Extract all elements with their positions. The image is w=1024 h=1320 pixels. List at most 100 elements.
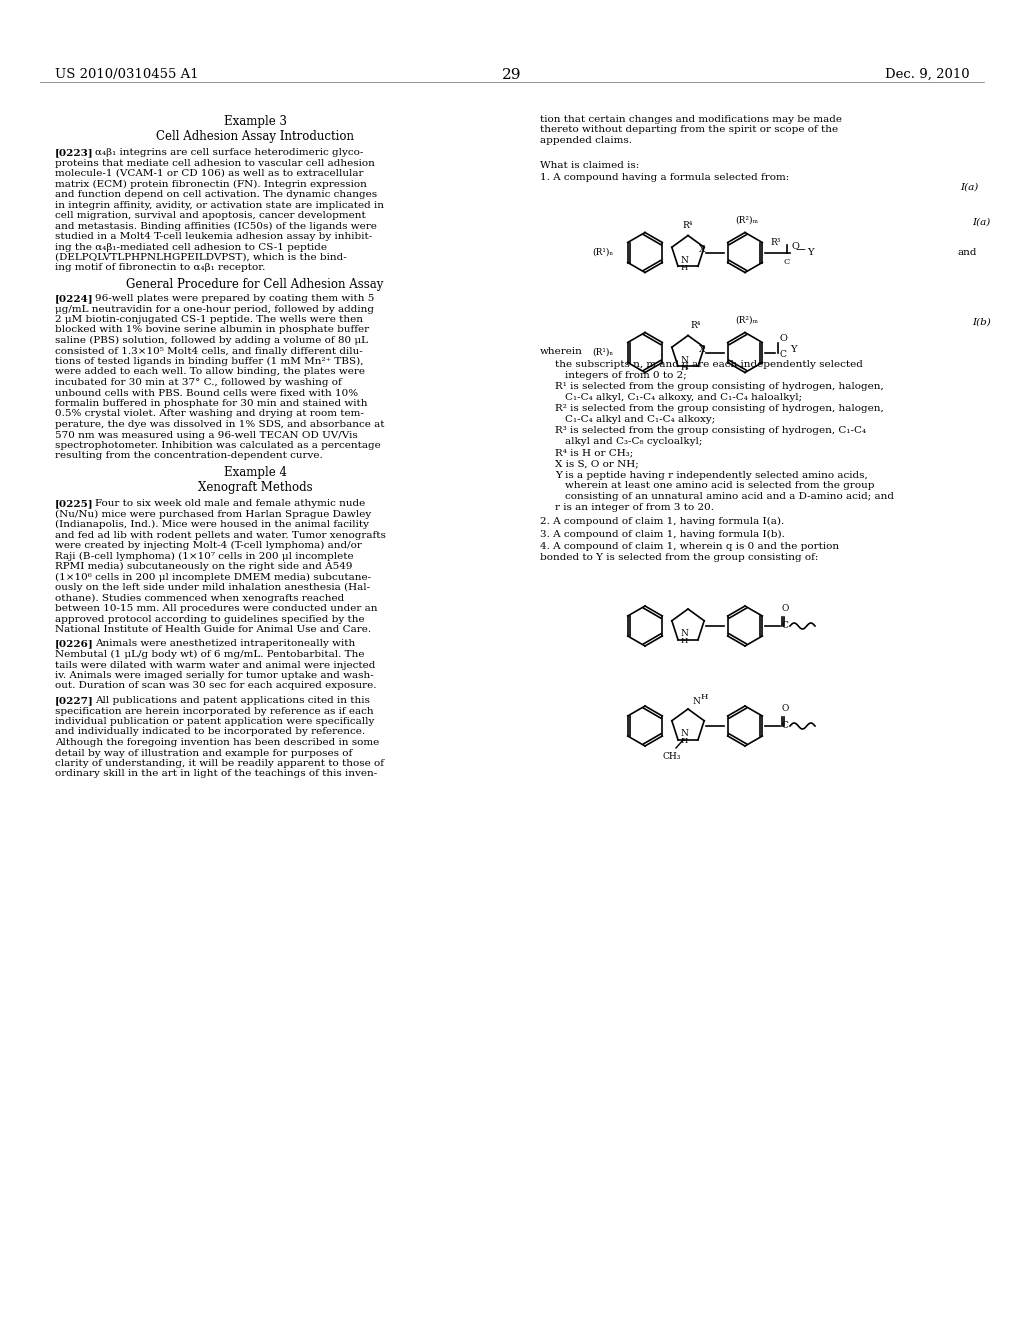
Text: R³ is selected from the group consisting of hydrogen, C₁-C₄: R³ is selected from the group consisting…: [555, 426, 866, 436]
Text: ordinary skill in the art in light of the teachings of this inven-: ordinary skill in the art in light of th…: [55, 770, 377, 779]
Text: H: H: [700, 693, 708, 701]
Text: C: C: [783, 257, 791, 265]
Text: 2. A compound of claim 1, having formula I(a).: 2. A compound of claim 1, having formula…: [540, 517, 784, 527]
Text: and function depend on cell activation. The dynamic changes: and function depend on cell activation. …: [55, 190, 377, 199]
Text: iv. Animals were imaged serially for tumor uptake and wash-: iv. Animals were imaged serially for tum…: [55, 671, 374, 680]
Text: O: O: [792, 242, 799, 251]
Text: (DELPQLVTLPHPNLHGPEILDVPST), which is the bind-: (DELPQLVTLPHPNLHGPEILDVPST), which is th…: [55, 253, 347, 261]
Text: US 2010/0310455 A1: US 2010/0310455 A1: [55, 69, 199, 81]
Text: detail by way of illustration and example for purposes of: detail by way of illustration and exampl…: [55, 748, 352, 758]
Text: N: N: [680, 256, 688, 265]
Text: (1×10⁶ cells in 200 μl incomplete DMEM media) subcutane-: (1×10⁶ cells in 200 μl incomplete DMEM m…: [55, 573, 371, 582]
Text: What is claimed is:: What is claimed is:: [540, 161, 639, 169]
Text: alkyl and C₃-C₈ cycloalkyl;: alkyl and C₃-C₈ cycloalkyl;: [565, 437, 702, 446]
Text: studied in a Molt4 T-cell leukemia adhesion assay by inhibit-: studied in a Molt4 T-cell leukemia adhes…: [55, 232, 373, 242]
Text: Y: Y: [807, 248, 813, 257]
Text: perature, the dye was dissolved in 1% SDS, and absorbance at: perature, the dye was dissolved in 1% SD…: [55, 420, 384, 429]
Text: thereto without departing from the spirit or scope of the: thereto without departing from the spiri…: [540, 125, 838, 135]
Text: Cell Adhesion Assay Introduction: Cell Adhesion Assay Introduction: [156, 129, 354, 143]
Text: consisting of an unnatural amino acid and a D-amino acid; and: consisting of an unnatural amino acid an…: [565, 492, 894, 502]
Text: N: N: [680, 356, 688, 366]
Text: 570 nm was measured using a 96-well TECAN OD UV/Vis: 570 nm was measured using a 96-well TECA…: [55, 430, 357, 440]
Text: [0227]: [0227]: [55, 696, 94, 705]
Text: clarity of understanding, it will be readily apparent to those of: clarity of understanding, it will be rea…: [55, 759, 384, 768]
Text: (R²)ₘ: (R²)ₘ: [735, 215, 759, 224]
Text: wherein: wherein: [540, 347, 583, 356]
Text: r is an integer of from 3 to 20.: r is an integer of from 3 to 20.: [555, 503, 714, 512]
Text: saline (PBS) solution, followed by adding a volume of 80 μL: saline (PBS) solution, followed by addin…: [55, 337, 368, 345]
Text: tions of tested ligands in binding buffer (1 mM Mn²⁺ TBS),: tions of tested ligands in binding buffe…: [55, 356, 364, 366]
Text: N: N: [692, 697, 700, 706]
Text: C: C: [781, 622, 788, 631]
Text: specification are herein incorporated by reference as if each: specification are herein incorporated by…: [55, 706, 374, 715]
Text: unbound cells with PBS. Bound cells were fixed with 10%: unbound cells with PBS. Bound cells were…: [55, 388, 358, 397]
Text: (R¹)ₙ: (R¹)ₙ: [592, 248, 613, 257]
Text: R¹ is selected from the group consisting of hydrogen, halogen,: R¹ is selected from the group consisting…: [555, 381, 884, 391]
Text: Dec. 9, 2010: Dec. 9, 2010: [886, 69, 970, 81]
Text: Y is a peptide having r independently selected amino acids,: Y is a peptide having r independently se…: [555, 471, 867, 480]
Text: O: O: [781, 704, 788, 713]
Text: N: N: [680, 730, 688, 738]
Text: othane). Studies commenced when xenografts reached: othane). Studies commenced when xenograf…: [55, 594, 344, 603]
Text: 96-well plates were prepared by coating them with 5: 96-well plates were prepared by coating …: [95, 294, 375, 304]
Text: I(a): I(a): [972, 218, 990, 227]
Text: cell migration, survival and apoptosis, cancer development: cell migration, survival and apoptosis, …: [55, 211, 366, 220]
Text: (R¹)ₙ: (R¹)ₙ: [592, 348, 613, 356]
Text: X: X: [698, 345, 706, 354]
Text: between 10-15 mm. All procedures were conducted under an: between 10-15 mm. All procedures were co…: [55, 605, 378, 612]
Text: Four to six week old male and female athymic nude: Four to six week old male and female ath…: [95, 499, 366, 508]
Text: [0224]: [0224]: [55, 294, 93, 304]
Text: Animals were anesthetized intraperitoneally with: Animals were anesthetized intraperitonea…: [95, 639, 355, 648]
Text: 1. A compound having a formula selected from:: 1. A compound having a formula selected …: [540, 173, 790, 182]
Text: were added to each well. To allow binding, the plates were: were added to each well. To allow bindin…: [55, 367, 365, 376]
Text: General Procedure for Cell Adhesion Assay: General Procedure for Cell Adhesion Assa…: [126, 279, 384, 290]
Text: O: O: [781, 605, 788, 612]
Text: spectrophotometer. Inhibition was calculated as a percentage: spectrophotometer. Inhibition was calcul…: [55, 441, 381, 450]
Text: Y: Y: [790, 345, 797, 354]
Text: resulting from the concentration-dependent curve.: resulting from the concentration-depende…: [55, 451, 323, 461]
Text: 0.5% crystal violet. After washing and drying at room tem-: 0.5% crystal violet. After washing and d…: [55, 409, 364, 418]
Text: consisted of 1.3×10⁵ Molt4 cells, and finally different dilu-: consisted of 1.3×10⁵ Molt4 cells, and fi…: [55, 346, 362, 355]
Text: approved protocol according to guidelines specified by the: approved protocol according to guideline…: [55, 615, 365, 623]
Text: and metastasis. Binding affinities (IC50s) of the ligands were: and metastasis. Binding affinities (IC50…: [55, 222, 377, 231]
Text: I(b): I(b): [972, 318, 991, 327]
Text: tails were dilated with warm water and animal were injected: tails were dilated with warm water and a…: [55, 660, 376, 669]
Text: C: C: [781, 722, 788, 730]
Text: 3. A compound of claim 1, having formula I(b).: 3. A compound of claim 1, having formula…: [540, 529, 784, 539]
Text: H: H: [680, 638, 688, 645]
Text: α₄β₁ integrins are cell surface heterodimeric glyco-: α₄β₁ integrins are cell surface heterodi…: [95, 148, 364, 157]
Text: I(a): I(a): [961, 182, 978, 191]
Text: (R²)ₘ: (R²)ₘ: [735, 315, 759, 325]
Text: formalin buffered in phosphate for 30 min and stained with: formalin buffered in phosphate for 30 mi…: [55, 399, 368, 408]
Text: proteins that mediate cell adhesion to vascular cell adhesion: proteins that mediate cell adhesion to v…: [55, 158, 375, 168]
Text: R³: R³: [770, 238, 780, 247]
Text: N: N: [680, 630, 688, 639]
Text: H: H: [680, 264, 688, 272]
Text: C₁-C₄ alkyl and C₁-C₄ alkoxy;: C₁-C₄ alkyl and C₁-C₄ alkoxy;: [565, 414, 715, 424]
Text: individual publication or patent application were specifically: individual publication or patent applica…: [55, 717, 375, 726]
Text: Example 4: Example 4: [223, 466, 287, 479]
Text: O: O: [779, 334, 786, 343]
Text: C: C: [779, 350, 786, 359]
Text: ously on the left side under mild inhalation anesthesia (Hal-: ously on the left side under mild inhala…: [55, 583, 370, 593]
Text: were created by injecting Molt-4 (T-cell lymphoma) and/or: were created by injecting Molt-4 (T-cell…: [55, 541, 361, 550]
Text: X is S, O or NH;: X is S, O or NH;: [555, 459, 639, 469]
Text: RPMI media) subcutaneously on the right side and A549: RPMI media) subcutaneously on the right …: [55, 562, 352, 572]
Text: R⁴: R⁴: [691, 322, 701, 330]
Text: (Nu/Nu) mice were purchased from Harlan Sprague Dawley: (Nu/Nu) mice were purchased from Harlan …: [55, 510, 372, 519]
Text: X: X: [698, 246, 706, 253]
Text: ing the α₄β₁-mediated cell adhesion to CS-1 peptide: ing the α₄β₁-mediated cell adhesion to C…: [55, 243, 327, 252]
Text: appended claims.: appended claims.: [540, 136, 632, 145]
Text: All publications and patent applications cited in this: All publications and patent applications…: [95, 696, 370, 705]
Text: R² is selected from the group consisting of hydrogen, halogen,: R² is selected from the group consisting…: [555, 404, 884, 413]
Text: CH₃: CH₃: [663, 752, 681, 762]
Text: and individually indicated to be incorporated by reference.: and individually indicated to be incorpo…: [55, 727, 366, 737]
Text: Xenograft Methods: Xenograft Methods: [198, 480, 312, 494]
Text: Nembutal (1 μL/g body wt) of 6 mg/mL. Pentobarbital. The: Nembutal (1 μL/g body wt) of 6 mg/mL. Pe…: [55, 649, 365, 659]
Text: R⁴ is H or CH₃;: R⁴ is H or CH₃;: [555, 447, 633, 457]
Text: and: and: [958, 248, 978, 257]
Text: tion that certain changes and modifications may be made: tion that certain changes and modificati…: [540, 115, 842, 124]
Text: integers of from 0 to 2;: integers of from 0 to 2;: [565, 371, 687, 380]
Text: incubated for 30 min at 37° C., followed by washing of: incubated for 30 min at 37° C., followed…: [55, 378, 342, 387]
Text: and fed ad lib with rodent pellets and water. Tumor xenografts: and fed ad lib with rodent pellets and w…: [55, 531, 386, 540]
